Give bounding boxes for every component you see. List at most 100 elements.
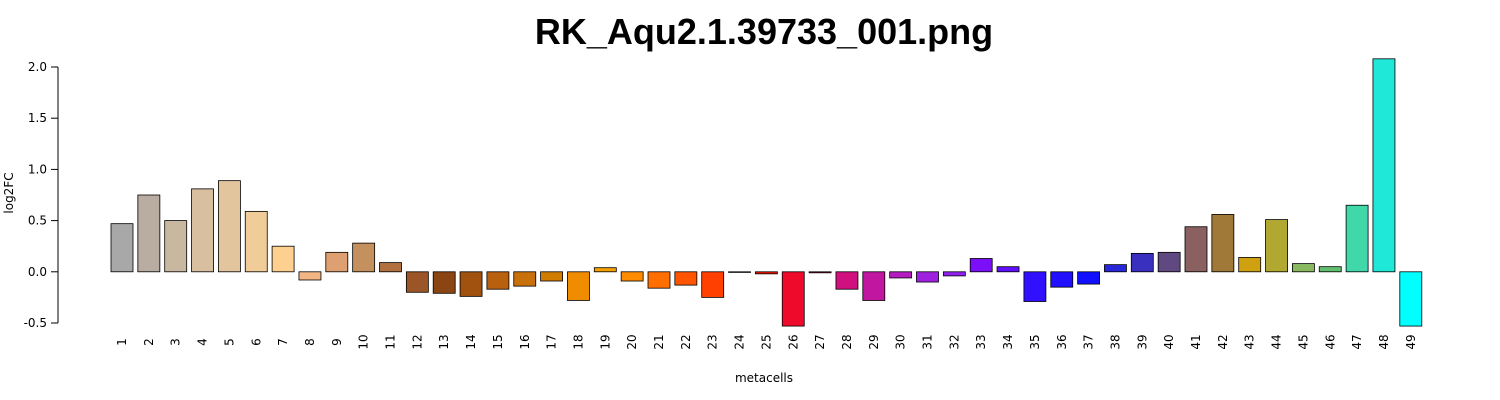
- bar-26: [781, 271, 805, 327]
- x-tick-label: 12: [410, 334, 424, 349]
- bar-1: [110, 223, 134, 273]
- bar-4: [191, 188, 214, 273]
- bar-43: [1238, 257, 1262, 273]
- x-tick-label: 9: [330, 338, 344, 346]
- bar-17: [540, 271, 563, 282]
- bar-33: [969, 258, 993, 273]
- x-axis-label: metacells: [735, 371, 793, 385]
- x-tick-label: 18: [571, 334, 585, 349]
- x-tick-label: 15: [491, 334, 505, 349]
- x-tick-label: 14: [464, 334, 478, 349]
- bar-15: [486, 271, 510, 290]
- x-tick-label: 17: [545, 334, 559, 349]
- x-tick-labels: 1 2 3 4 5 6 7 8 9 10 11 12 13 14 15 16 17 18 19 20 21 22 23 24 2…: [115, 334, 1418, 349]
- bar-12: [405, 271, 429, 293]
- bar-25: [755, 271, 778, 275]
- x-tick-label: 41: [1189, 334, 1203, 349]
- bar-14: [459, 271, 483, 297]
- x-tick-label: 30: [894, 334, 908, 349]
- chart-title: RK_Aqu2.1.39733_001.png: [535, 11, 993, 52]
- y-tick-label: 0.0: [28, 265, 47, 279]
- x-tick-label: 28: [840, 334, 854, 349]
- x-tick-label: 35: [1028, 334, 1042, 349]
- x-tick-label: 48: [1377, 334, 1391, 349]
- bar-11: [379, 262, 402, 273]
- bar-5: [217, 180, 241, 273]
- bar-41: [1184, 226, 1208, 273]
- y-tick-label: 2.0: [28, 60, 47, 74]
- x-tick-label: 3: [169, 338, 183, 346]
- bar-9: [325, 251, 349, 273]
- x-tick-label: 43: [1243, 334, 1257, 349]
- x-tick-label: 38: [1108, 334, 1122, 349]
- bar-6: [244, 210, 268, 273]
- bar-47: [1345, 204, 1369, 273]
- x-tick-label: 24: [733, 334, 747, 349]
- y-tick-label: 1.0: [28, 162, 47, 176]
- bar-23: [701, 271, 725, 298]
- bar-42: [1211, 214, 1235, 273]
- bar-36: [1050, 271, 1074, 288]
- x-tick-label: 19: [598, 334, 612, 349]
- bar-2: [137, 194, 161, 273]
- x-tick-label: 39: [1135, 334, 1149, 349]
- x-tick-label: 27: [813, 334, 827, 349]
- bar-27: [808, 271, 832, 274]
- bar-10: [352, 242, 376, 273]
- bar-39: [1130, 252, 1154, 273]
- x-tick-label: 16: [518, 334, 532, 349]
- bar-28: [835, 271, 859, 290]
- bar-31: [916, 271, 939, 283]
- x-tick-label: 42: [1216, 334, 1230, 349]
- x-tick-label: 37: [1082, 334, 1096, 349]
- x-tick-label: 31: [921, 334, 935, 349]
- x-tick-label: 25: [759, 334, 773, 349]
- bar-29: [862, 271, 886, 301]
- y-tick-label: 1.5: [28, 111, 47, 125]
- x-tick-label: 46: [1323, 334, 1337, 349]
- bar-18: [567, 271, 590, 301]
- bar-35: [1023, 271, 1047, 302]
- x-tick-label: 4: [196, 338, 210, 346]
- x-tick-label: 47: [1350, 334, 1364, 349]
- x-tick-label: 11: [384, 334, 398, 349]
- x-tick-label: 32: [947, 334, 961, 349]
- x-tick-label: 44: [1270, 334, 1284, 349]
- bar-37: [1077, 271, 1100, 285]
- x-tick-label: 2: [142, 338, 156, 346]
- bars: [110, 58, 1423, 327]
- bar-32: [942, 271, 966, 277]
- x-tick-label: 10: [357, 334, 371, 349]
- x-tick-label: 40: [1162, 334, 1176, 349]
- bar-3: [164, 220, 188, 273]
- x-tick-label: 36: [1055, 334, 1069, 349]
- x-tick-label: 22: [679, 334, 693, 349]
- bar-22: [674, 271, 698, 286]
- x-tick-label: 5: [222, 338, 236, 346]
- bar-7: [271, 245, 295, 273]
- bar-40: [1157, 251, 1181, 273]
- bar-20: [620, 271, 644, 282]
- x-tick-label: 8: [303, 338, 317, 346]
- bar-48: [1372, 58, 1396, 273]
- bar-19: [593, 267, 617, 273]
- bar-38: [1104, 264, 1127, 273]
- x-tick-label: 26: [786, 334, 800, 349]
- x-tick-label: 21: [652, 334, 666, 349]
- y-tick-label: 0.5: [28, 214, 47, 228]
- bar-45: [1292, 263, 1315, 273]
- bar-44: [1265, 219, 1288, 273]
- x-tick-label: 7: [276, 338, 290, 346]
- x-tick-label: 23: [706, 334, 720, 349]
- x-tick-label: 20: [625, 334, 639, 349]
- x-tick-label: 13: [437, 334, 451, 349]
- bar-13: [432, 271, 456, 294]
- bar-49: [1399, 271, 1423, 327]
- bar-16: [513, 271, 537, 287]
- x-tick-label: 6: [249, 338, 263, 346]
- bar-21: [647, 271, 671, 289]
- x-tick-label: 45: [1296, 334, 1310, 349]
- x-tick-label: 1: [115, 338, 129, 346]
- x-tick-label: 34: [1001, 334, 1015, 349]
